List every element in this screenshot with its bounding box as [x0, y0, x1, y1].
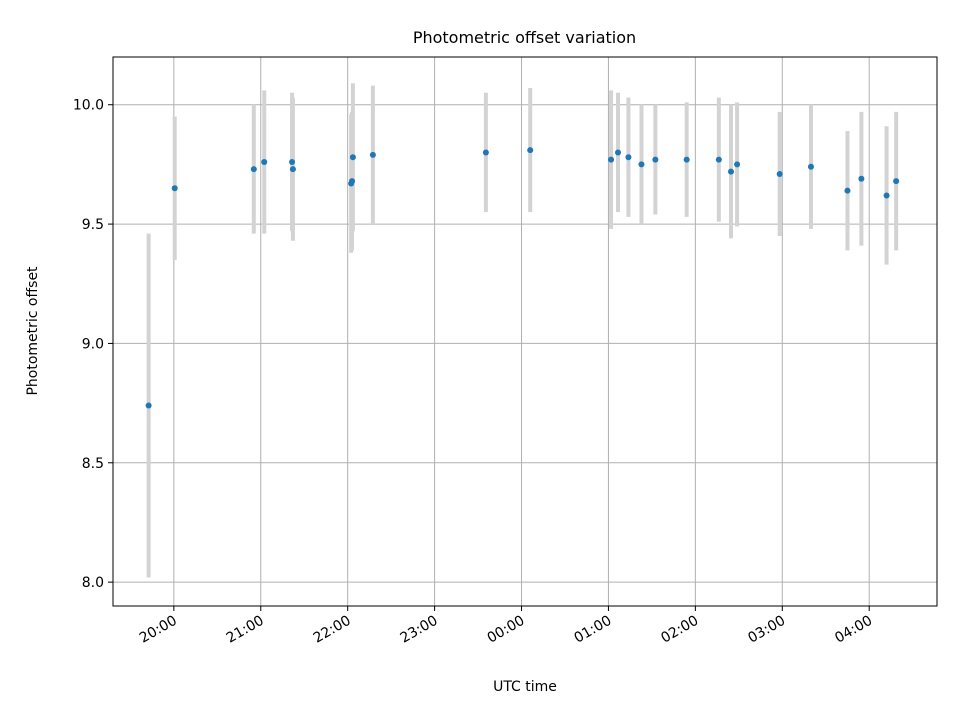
grid	[113, 57, 937, 606]
data-point	[250, 166, 257, 173]
data-point	[145, 402, 152, 409]
y-axis-label: Photometric offset	[25, 266, 41, 396]
data-point	[683, 156, 690, 163]
data-point	[625, 154, 632, 161]
data-points	[145, 147, 900, 409]
y-tick-label: 8.0	[82, 575, 104, 591]
data-point	[608, 156, 615, 163]
data-point	[734, 161, 741, 168]
data-point	[776, 170, 783, 177]
data-point	[289, 166, 296, 173]
data-point	[652, 156, 659, 163]
x-tick-label: 20:00	[137, 613, 180, 647]
y-axis-ticks: 8.0 8.5 9.0 9.5 10.0	[73, 98, 113, 591]
y-tick-label: 9.0	[82, 336, 104, 352]
data-point	[715, 156, 722, 163]
data-point	[349, 178, 356, 185]
y-tick-label: 10.0	[73, 98, 104, 114]
x-axis-ticks: 20:00 21:00 22:00 23:00 00:00 01:00 02:00 03:00…	[137, 606, 875, 647]
data-point	[369, 151, 376, 158]
data-point	[638, 161, 645, 168]
data-point	[615, 149, 622, 156]
x-tick-label: 02:00	[658, 613, 701, 647]
data-point	[289, 159, 296, 166]
data-point	[171, 185, 178, 192]
data-point	[261, 159, 268, 166]
data-point	[728, 168, 734, 175]
x-tick-label: 03:00	[745, 613, 788, 647]
x-axis-label: UTC time	[493, 679, 557, 695]
x-tick-label: 04:00	[832, 613, 875, 647]
plot-frame	[112, 56, 938, 607]
x-tick-label: 21:00	[224, 613, 267, 647]
data-point	[349, 154, 356, 161]
data-point	[893, 178, 900, 185]
x-tick-label: 23:00	[398, 613, 441, 647]
x-tick-label: 22:00	[311, 613, 354, 647]
data-point	[482, 149, 489, 156]
y-tick-label: 9.5	[82, 217, 104, 233]
data-point	[883, 192, 890, 199]
data-point	[527, 147, 534, 154]
data-point	[858, 175, 865, 182]
data-point	[807, 163, 814, 170]
y-tick-label: 8.5	[82, 456, 104, 472]
x-tick-label: 00:00	[485, 613, 528, 647]
chart-title: Photometric offset variation	[413, 28, 636, 47]
x-tick-label: 01:00	[571, 613, 614, 647]
data-point	[844, 187, 851, 194]
